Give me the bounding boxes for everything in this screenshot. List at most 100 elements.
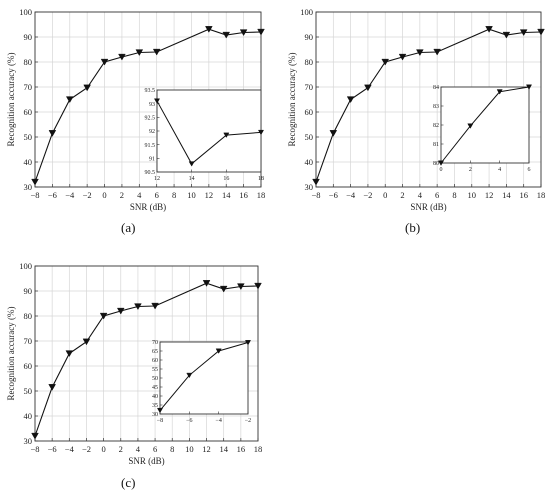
inset-y-tick-label: 70 [152,340,158,346]
x-tick-label: −8 [30,444,39,454]
series-line [315,28,542,183]
data-point [65,96,74,104]
data-point [485,26,493,33]
data-point [381,58,390,66]
data-point [254,282,262,290]
inset-data-point [153,98,161,104]
data-point [135,49,144,57]
panel-label-c: (c) [121,475,136,490]
x-tick-label: 6 [435,190,439,200]
data-point [346,96,355,104]
data-point [82,338,91,346]
inset-data-point [467,123,474,129]
inset-y-tick-label: 55 [152,367,158,373]
inset-x-tick-label: 4 [498,167,501,173]
y-tick-label: 40 [24,157,33,167]
inset-x-tick-label: 18 [258,176,264,182]
y-tick-label: 100 [19,261,32,271]
data-point [205,26,213,33]
y-axis-label: Recognition accuracy (%) [287,53,297,147]
chart-panel-b: −8 −6 −4 −2 0 2 4 6 8 10 12 14 16 1830405060708090100… [287,7,545,212]
inset-y-tick-label: 45 [152,385,158,391]
y-tick-label: 30 [24,436,33,446]
y-tick-label: 30 [24,182,33,192]
x-tick-label: 10 [468,190,477,200]
y-tick-label: 80 [24,311,33,321]
x-tick-label: −6 [329,190,338,200]
x-axis-label: SNR (dB) [410,202,446,212]
x-tick-label: −8 [30,190,39,200]
inset-y-tick-label: 84 [433,85,439,91]
inset-y-tick-label: 92.5 [145,116,156,122]
data-point [202,280,211,287]
inset-frame [159,341,249,415]
inset-x-tick-label: 16 [223,176,229,182]
data-point [151,302,159,310]
data-point [116,307,125,315]
inset-x-tick-label: −6 [186,418,192,424]
x-tick-label: 18 [537,190,546,200]
x-tick-label: 10 [187,190,196,200]
data-point [31,432,39,440]
y-tick-label: 60 [305,107,314,117]
x-tick-label: 12 [205,190,214,200]
x-tick-label: 18 [254,444,263,454]
x-tick-label: 14 [222,190,231,200]
x-tick-label: 0 [102,190,106,200]
y-tick-label: 100 [19,7,32,17]
data-point [416,49,424,57]
inset-x-tick-label: −8 [157,418,163,424]
inset-y-tick-label: 50 [152,376,158,382]
data-point [65,350,74,358]
inset-data-point [257,129,265,136]
inset-y-tick-label: 83 [433,104,439,110]
y-tick-label: 50 [24,386,33,396]
x-tick-label: −2 [82,444,91,454]
data-point [537,28,545,36]
x-tick-label: 2 [120,190,124,200]
inset-x-tick-label: 12 [154,176,160,182]
y-tick-label: 70 [24,82,33,92]
data-point [31,178,39,186]
y-tick-label: 90 [305,32,314,42]
inset-data-point [215,348,222,354]
data-point [83,84,91,92]
inset-y-tick-label: 91.5 [145,143,156,149]
inset-x-tick-label: −2 [245,418,251,424]
x-tick-label: 16 [519,190,528,200]
data-point [237,283,245,291]
series-line [34,282,259,437]
y-tick-label: 80 [24,57,33,67]
x-tick-label: −8 [311,190,320,200]
inset-data-point [244,340,252,346]
y-tick-label: 60 [24,107,33,117]
x-tick-label: 4 [418,190,423,200]
x-tick-label: 4 [137,190,142,200]
x-tick-label: 16 [237,444,246,454]
inset-data-point [525,84,533,90]
plot-frame [34,265,259,442]
inset-y-tick-label: 90.5 [145,170,156,176]
inset-y-tick-label: 82 [433,123,439,129]
x-tick-label: 6 [153,444,157,454]
panel-label-b: (b) [405,220,421,235]
inset-series-line [156,100,262,165]
inset-y-tick-label: 35 [152,403,158,409]
inset-x-tick-label: 0 [440,167,443,173]
inset-chart: −8 −6 −4 −2 30 35 40 45 50 55 60 65 70 [152,340,251,424]
inset-x-tick-label: 2 [469,167,472,173]
x-tick-label: −4 [65,444,75,454]
x-tick-label: 6 [155,190,159,200]
y-axis-label: Recognition accuracy (%) [6,53,16,147]
inset-data-point [188,161,195,167]
inset-frame [440,86,530,164]
data-point [100,58,109,66]
y-tick-label: 40 [305,157,314,167]
inset-y-tick-label: 93.5 [145,88,156,94]
inset-y-tick-label: 92 [149,129,155,135]
data-point [502,31,511,39]
x-tick-label: 14 [219,444,228,454]
data-point [99,312,108,320]
data-point [239,29,248,37]
x-tick-label: 10 [185,444,194,454]
